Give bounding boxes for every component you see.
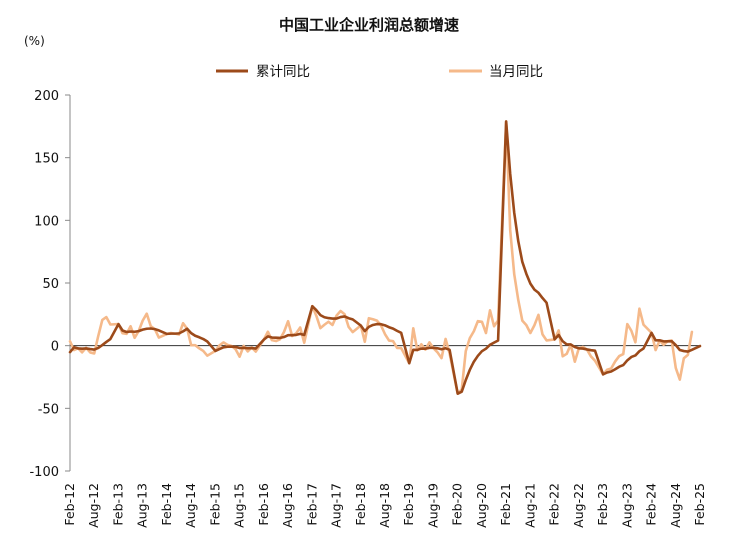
x-tick-label: Feb-20 [450,483,465,526]
x-tick-label: Feb-23 [595,483,610,526]
y-axis-unit: (%) [24,34,45,48]
series-line-cumulative-yoy [68,120,702,395]
x-tick-label: Aug-21 [522,483,537,528]
x-tick-label: Aug-13 [135,483,150,528]
y-tick-label: 100 [34,214,59,229]
x-tick-label: Feb-19 [401,483,416,526]
y-tick-label: 150 [34,152,59,167]
x-tick-label: Aug-20 [474,483,489,528]
y-tick-label: 50 [42,277,59,292]
x-tick-label: Feb-24 [644,483,659,526]
legend-label-monthly: 当月同比 [489,64,543,80]
x-tick-label: Aug-24 [668,483,683,528]
x-tick-label: Aug-22 [571,483,586,528]
chart-title: 中国工业企业利润总额增速 [279,16,459,34]
y-tick-label: 0 [51,340,59,355]
x-tick-label: Aug-15 [232,483,247,528]
y-tick-label: -50 [38,402,59,417]
x-tick-label: Aug-12 [86,483,101,528]
x-tick-label: Feb-17 [304,483,319,526]
x-tick-label: Aug-16 [280,483,295,528]
legend-label-cumulative: 累计同比 [256,64,310,80]
x-tick-label: Aug-18 [377,483,392,528]
x-tick-label: Feb-16 [256,483,271,526]
x-tick-label: Feb-15 [207,483,222,526]
y-tick-label: -100 [29,465,59,480]
x-tick-label: Feb-18 [353,483,368,526]
legend: 累计同比 当月同比 [216,64,543,80]
x-tick-label: Feb-21 [498,483,513,526]
series-layer [68,120,702,395]
series-line-monthly-yoy [68,120,694,395]
x-tick-label: Feb-22 [547,483,562,526]
x-tick-label: Feb-12 [62,483,77,526]
x-tick-label: Aug-17 [329,483,344,528]
x-tick-label: Feb-13 [110,483,125,526]
x-tick-label: Aug-23 [619,483,634,528]
y-tick-label: 200 [34,89,59,104]
x-tick-label: Feb-25 [692,483,707,526]
x-tick-label: Feb-14 [159,483,174,526]
x-tick-label: Aug-19 [425,483,440,528]
x-tick-label: Aug-14 [183,483,198,528]
